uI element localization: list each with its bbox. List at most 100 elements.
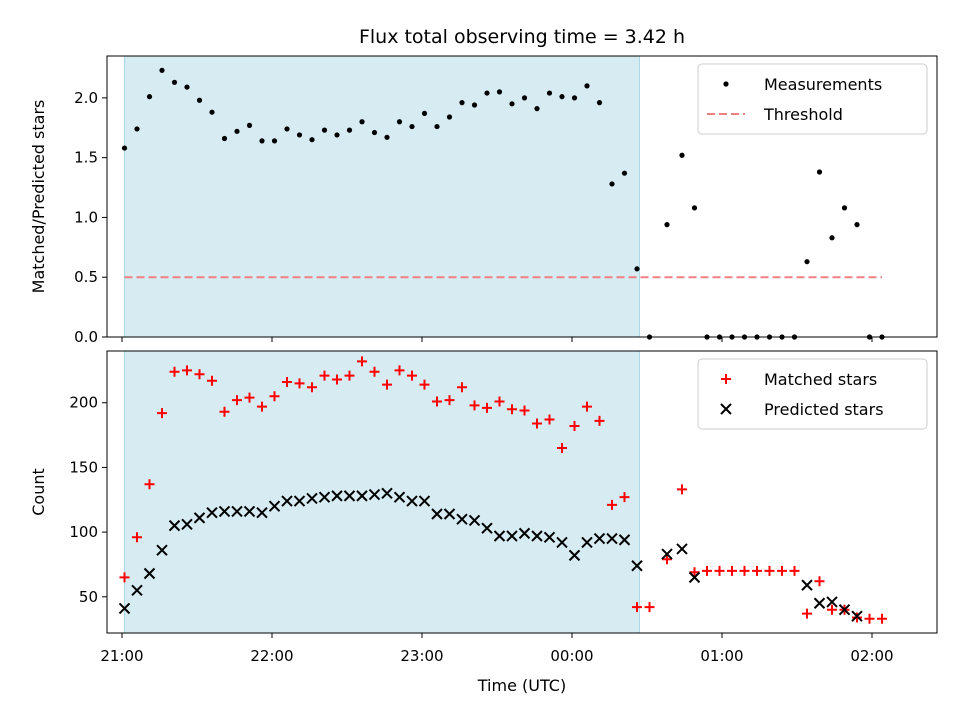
predicted-star-point xyxy=(676,543,688,555)
matched-star-point xyxy=(282,377,292,388)
predicted-star-point xyxy=(481,522,493,534)
measurement-point xyxy=(321,127,328,133)
predicted-star-point xyxy=(493,530,506,542)
measurement-point xyxy=(346,127,353,133)
predicted-star-point xyxy=(661,548,673,560)
measurement-point xyxy=(396,119,403,125)
predicted-star-point xyxy=(331,490,343,502)
matched-star-point xyxy=(662,554,672,565)
chart-title: Flux total observing time = 3.42 h xyxy=(359,26,685,48)
measurement-point xyxy=(509,101,515,107)
matched-star-point xyxy=(369,366,380,377)
predicted-star-point xyxy=(231,505,243,518)
measurement-point xyxy=(459,100,465,106)
matched-star-point xyxy=(144,479,155,490)
predicted-star-point xyxy=(618,534,631,546)
measurement-point xyxy=(359,119,365,125)
matched-star-point xyxy=(169,366,180,377)
measurement-point xyxy=(221,135,228,142)
matched-star-point xyxy=(157,408,167,419)
predicted-star-point xyxy=(368,488,381,501)
predicted-star-point xyxy=(581,536,593,549)
predicted-star-point xyxy=(218,505,231,518)
measurement-point xyxy=(621,170,628,176)
measurement-point xyxy=(184,84,190,90)
predicted-star-point xyxy=(281,495,293,507)
measurement-point xyxy=(634,266,640,272)
bottom-panel: 50 100 150 200 21:00 22:00 23:00 00:00 01:00 02:0… xyxy=(29,350,938,695)
predicted-star-point xyxy=(243,505,256,518)
matched-star-point xyxy=(294,378,305,389)
matched-star-point xyxy=(419,379,430,390)
measurement-point xyxy=(146,94,153,100)
matched-star-point xyxy=(219,406,230,417)
predicted-star-point xyxy=(838,604,851,616)
measurement-point xyxy=(534,106,540,112)
x-tick-label: 02:00 xyxy=(850,647,893,665)
predicted-star-point xyxy=(468,514,481,527)
measurement-point xyxy=(284,126,290,132)
matched-star-point xyxy=(507,404,517,415)
measurement-point xyxy=(679,152,685,158)
matched-star-point xyxy=(194,369,205,380)
predicted-star-point xyxy=(518,527,531,540)
measurement-point xyxy=(471,102,478,108)
legend-box xyxy=(697,63,928,135)
predicted-star-point xyxy=(156,544,168,556)
matched-star-point xyxy=(619,492,630,503)
measurement-point xyxy=(309,137,315,143)
matched-star-point xyxy=(877,613,887,624)
y-tick-label: 0.0 xyxy=(74,328,98,346)
predicted-star-point xyxy=(293,495,306,507)
measurement-point xyxy=(196,97,203,103)
matched-star-point xyxy=(269,391,280,402)
matched-star-point xyxy=(777,565,787,576)
legend-label: Matched stars xyxy=(764,370,877,389)
legend-marker-predicted xyxy=(720,403,732,415)
predicted-star-point xyxy=(801,579,813,591)
measurement-point xyxy=(121,145,128,151)
matched-star-point xyxy=(432,396,442,407)
measurement-point xyxy=(334,132,340,138)
predicted-star-point xyxy=(631,560,643,572)
matched-star-point xyxy=(814,576,825,587)
measurement-point xyxy=(171,79,178,85)
legend-label: Predicted stars xyxy=(764,400,884,419)
measurement-point xyxy=(841,205,848,211)
predicted-star-point xyxy=(543,531,556,543)
matched-star-point xyxy=(482,402,492,413)
matched-star-point xyxy=(519,405,530,416)
predicted-star-point xyxy=(606,532,618,545)
matched-star-point xyxy=(382,379,392,390)
predicted-star-point xyxy=(306,492,318,505)
y-axis-label: Count xyxy=(29,468,48,516)
measurement-point xyxy=(159,67,165,73)
y-axis-label: Matched/Predicted stars xyxy=(29,100,48,294)
matched-star-point xyxy=(739,565,750,576)
x-tick-label: 00:00 xyxy=(550,647,593,665)
x-axis-label: Time (UTC) xyxy=(477,676,566,695)
predicted-star-point xyxy=(381,487,393,500)
measurement-point xyxy=(596,100,603,106)
matched-star-point xyxy=(257,401,267,412)
matched-star-point xyxy=(394,365,405,376)
matched-star-point xyxy=(319,370,330,381)
matched-star-point xyxy=(207,375,217,386)
y-tick-label: 0.5 xyxy=(74,268,98,286)
measurement-point xyxy=(571,95,578,101)
predicted-star-point xyxy=(688,571,701,584)
measurement-point xyxy=(829,235,835,241)
predicted-star-point xyxy=(318,491,331,503)
measurement-point xyxy=(421,110,428,116)
matched-star-point xyxy=(582,401,592,412)
predicted-star-point xyxy=(593,532,606,545)
measurement-point xyxy=(371,129,378,136)
measurement-point xyxy=(134,126,140,132)
predicted-star-point xyxy=(256,506,268,519)
measurement-point xyxy=(384,134,390,140)
top-panel: 0.0 0.5 1.0 1.5 2.0 Matched/Predicted stars Me… xyxy=(29,55,938,346)
matched-star-point xyxy=(714,565,725,576)
y-tick-label: 50 xyxy=(79,588,98,606)
y-tick-label: 200 xyxy=(69,394,98,412)
